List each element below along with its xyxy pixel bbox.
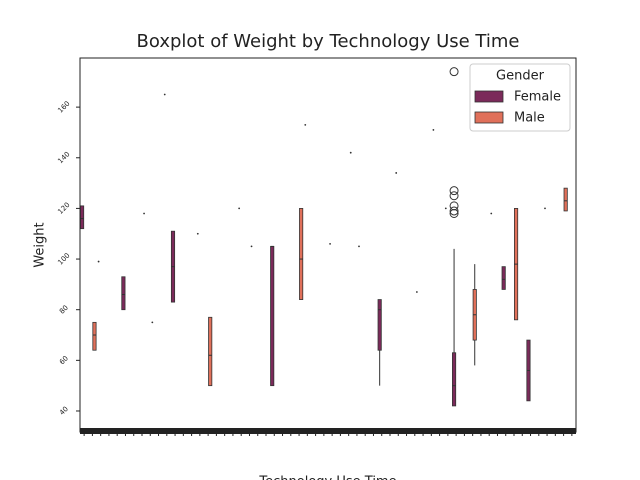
single-observation [544, 207, 546, 210]
box [563, 187, 568, 212]
y-tick-label: 80 [58, 304, 70, 316]
legend-label: Male [514, 111, 545, 126]
plot-area [80, 67, 568, 407]
outlier [449, 67, 459, 77]
axes-frame [79, 57, 577, 433]
box [208, 316, 213, 387]
y-axis-label: Weight [33, 222, 48, 267]
box [501, 266, 506, 290]
single-observation [151, 321, 154, 324]
outlier [449, 208, 459, 218]
box [121, 276, 126, 311]
box [299, 208, 304, 300]
outlier [449, 186, 459, 196]
single-observation [415, 291, 418, 293]
legend-label: Female [514, 90, 561, 105]
single-observation [238, 207, 241, 210]
single-observation [329, 242, 331, 245]
single-observation [444, 207, 447, 210]
legend-title: Gender [496, 69, 545, 84]
y-tick-label: 40 [58, 405, 70, 417]
single-observation [395, 172, 398, 174]
single-observation [97, 260, 100, 263]
box [270, 245, 275, 387]
single-observation [358, 245, 360, 248]
box [92, 321, 97, 351]
single-observation [490, 212, 493, 215]
chart-title: Boxplot of Weight by Technology Use Time [137, 31, 520, 52]
box [452, 352, 457, 407]
single-observation [250, 245, 253, 248]
box [377, 299, 382, 351]
outlier [449, 206, 459, 216]
box [80, 205, 85, 230]
y-tick-label: 60 [58, 354, 70, 366]
single-observation [349, 151, 352, 154]
single-observation [163, 93, 166, 96]
single-observation [432, 129, 435, 131]
single-observation [304, 123, 307, 126]
x-tick-band [80, 428, 576, 434]
x-axis-label: Technology Use Time [258, 475, 396, 480]
legend-swatch [474, 90, 504, 103]
single-observation [196, 232, 199, 235]
legend-swatch [474, 111, 504, 124]
single-observation [143, 212, 145, 215]
outlier [449, 191, 459, 201]
